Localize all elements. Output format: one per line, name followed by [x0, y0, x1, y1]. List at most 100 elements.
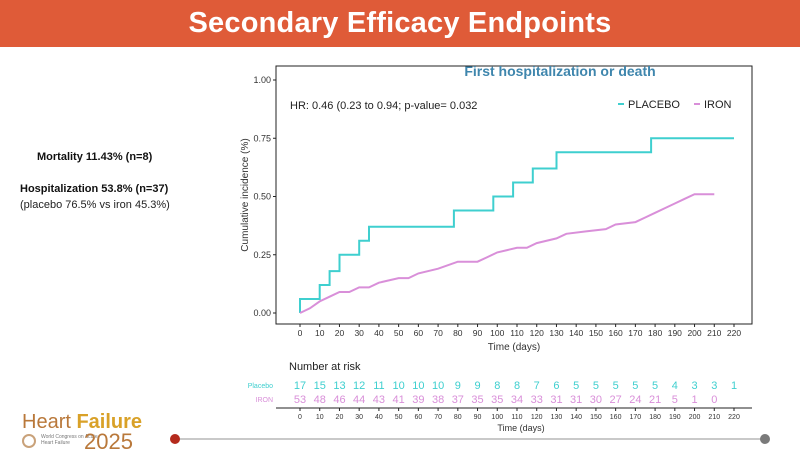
risk-x-tick-label: 190 [669, 414, 681, 421]
x-tick-label: 20 [335, 328, 345, 338]
risk-value: 10 [393, 380, 405, 392]
x-tick-label: 220 [727, 328, 741, 338]
risk-value: 5 [652, 380, 658, 392]
x-tick-label: 0 [298, 328, 303, 338]
x-tick-label: 30 [354, 328, 364, 338]
risk-value: 1 [691, 394, 697, 406]
risk-x-tick-label: 150 [590, 414, 602, 421]
x-tick-label: 160 [609, 328, 623, 338]
risk-x-tick-label: 140 [570, 414, 582, 421]
risk-value: 5 [632, 380, 638, 392]
risk-value: 6 [553, 380, 559, 392]
risk-value: 33 [531, 394, 543, 406]
risk-row-label-placebo: Placebo [248, 383, 273, 390]
heart-failure-logo: Heart Failure World Congress on Acute He… [22, 411, 143, 454]
risk-value: 35 [491, 394, 503, 406]
x-tick-label: 50 [394, 328, 404, 338]
risk-value: 10 [412, 380, 424, 392]
risk-x-tick-label: 30 [355, 414, 363, 421]
risk-value: 48 [314, 394, 326, 406]
logo-text-heart: Heart [22, 411, 77, 433]
x-tick-label: 130 [549, 328, 563, 338]
x-tick-label: 10 [315, 328, 325, 338]
risk-row-label-iron: IRON [256, 397, 274, 404]
y-tick-label: 0.25 [253, 250, 271, 260]
hospitalization-stat: Hospitalization 53.8% (n=37) [20, 183, 169, 195]
x-tick-label: 180 [648, 328, 662, 338]
x-tick-label: 40 [374, 328, 384, 338]
logo-subtitle: World Congress on Acute Heart Failure [41, 434, 98, 446]
risk-x-tick-label: 50 [395, 414, 403, 421]
risk-value: 30 [590, 394, 602, 406]
risk-value: 5 [573, 380, 579, 392]
page-title: Secondary Efficacy Endpoints [188, 7, 612, 39]
series-line-iron [299, 193, 715, 314]
risk-x-tick-label: 210 [708, 414, 720, 421]
y-tick-label: 0.50 [253, 192, 271, 202]
x-tick-label: 80 [453, 328, 463, 338]
risk-value: 5 [613, 380, 619, 392]
x-tick-label: 70 [433, 328, 443, 338]
risk-x-tick-label: 130 [551, 414, 563, 421]
y-tick-label: 0.75 [253, 133, 271, 143]
risk-x-tick-label: 70 [434, 414, 442, 421]
x-axis-label: Time (days) [488, 342, 540, 353]
risk-value: 15 [314, 380, 326, 392]
risk-x-tick-label: 200 [689, 414, 701, 421]
y-axis-label: Cumulative incidence (%) [240, 138, 251, 251]
y-tick-label: 1.00 [253, 75, 271, 85]
x-tick-label: 210 [707, 328, 721, 338]
risk-value: 3 [711, 380, 717, 392]
risk-x-tick-label: 10 [316, 414, 324, 421]
chart-title: First hospitalization or death [464, 63, 655, 79]
risk-x-tick-label: 170 [630, 414, 642, 421]
risk-value: 1 [731, 380, 737, 392]
risk-value: 43 [373, 394, 385, 406]
footer-dot-right [760, 434, 770, 444]
x-tick-label: 140 [569, 328, 583, 338]
risk-value: 10 [432, 380, 444, 392]
risk-value: 7 [534, 380, 540, 392]
risk-value: 24 [629, 394, 641, 406]
risk-value: 44 [353, 394, 365, 406]
risk-value: 38 [432, 394, 444, 406]
y-tick-label: 0.00 [253, 308, 271, 318]
legend-label-iron: IRON [704, 99, 732, 111]
risk-x-tick-label: 100 [491, 414, 503, 421]
mortality-stat: Mortality 11.43% (n=8) [37, 151, 153, 163]
risk-value: 46 [333, 394, 345, 406]
risk-table-title: Number at risk [289, 361, 361, 373]
footer-divider [175, 438, 765, 440]
x-tick-label: 120 [530, 328, 544, 338]
risk-x-tick-label: 220 [728, 414, 740, 421]
risk-value: 0 [711, 394, 717, 406]
risk-value: 8 [494, 380, 500, 392]
risk-value: 9 [474, 380, 480, 392]
risk-x-axis-label: Time (days) [497, 423, 544, 433]
risk-x-tick-label: 60 [414, 414, 422, 421]
risk-value: 35 [471, 394, 483, 406]
risk-value: 34 [511, 394, 523, 406]
footer-dot-left [170, 434, 180, 444]
x-tick-label: 170 [628, 328, 642, 338]
logo-year: 2025 [84, 429, 133, 454]
risk-value: 3 [691, 380, 697, 392]
risk-x-tick-label: 90 [474, 414, 482, 421]
risk-value: 21 [649, 394, 661, 406]
risk-value: 4 [672, 380, 678, 392]
hr-annotation: HR: 0.46 (0.23 to 0.94; p-value= 0.032 [290, 100, 477, 112]
risk-value: 41 [393, 394, 405, 406]
legend-label-placebo: PLACEBO [628, 99, 680, 111]
risk-x-tick-label: 160 [610, 414, 622, 421]
risk-x-tick-label: 0 [298, 414, 302, 421]
risk-value: 17 [294, 380, 306, 392]
risk-x-tick-label: 40 [375, 414, 383, 421]
risk-value: 39 [412, 394, 424, 406]
risk-x-tick-label: 180 [649, 414, 661, 421]
hospitalization-detail: (placebo 76.5% vs iron 45.3%) [20, 199, 170, 211]
title-banner: Secondary Efficacy Endpoints [0, 0, 800, 47]
risk-value: 9 [455, 380, 461, 392]
logo-text-failure: Failure [76, 411, 143, 433]
risk-x-tick-label: 80 [454, 414, 462, 421]
